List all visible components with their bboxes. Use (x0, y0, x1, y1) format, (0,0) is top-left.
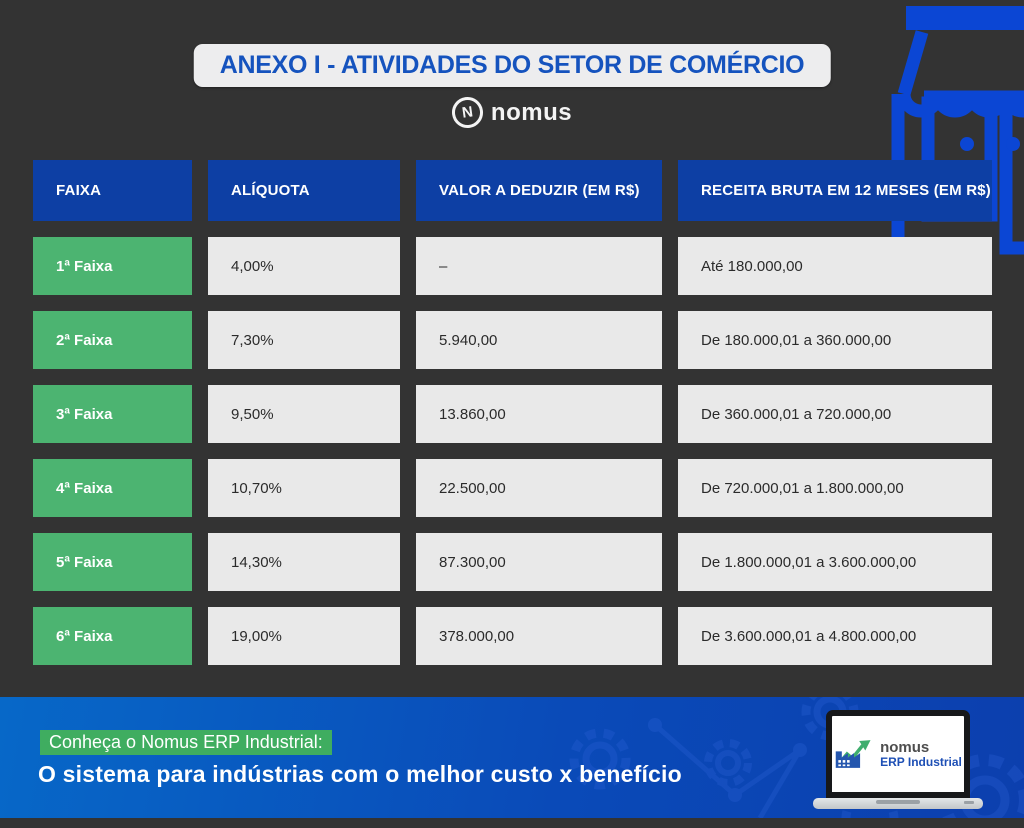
cell-aliquota: 7,30% (208, 311, 400, 369)
column-header-valor-deduzir: VALOR A DEDUZIR (EM R$) (416, 160, 662, 221)
cell-valor-deduzir: 13.860,00 (416, 385, 662, 443)
cell-aliquota: 9,50% (208, 385, 400, 443)
cell-valor-deduzir: 378.000,00 (416, 607, 662, 665)
laptop-screen-brand: nomus (880, 738, 930, 756)
cell-receita-bruta: De 720.000,01 a 1.800.000,00 (678, 459, 992, 517)
laptop-illustration: nomus ERP Industrial (813, 710, 983, 809)
laptop-base (813, 798, 983, 809)
column-header-aliquota: ALÍQUOTA (208, 160, 400, 221)
nomus-factory-arrow-icon (835, 740, 871, 768)
row-label: 2ª Faixa (33, 311, 192, 369)
row-label: 3ª Faixa (33, 385, 192, 443)
row-label: 6ª Faixa (33, 607, 192, 665)
nomus-logo: N nomus (0, 94, 1024, 131)
cell-receita-bruta: De 3.600.000,01 a 4.800.000,00 (678, 607, 992, 665)
column-header-faixa: FAIXA (33, 160, 192, 221)
cell-valor-deduzir: 22.500,00 (416, 459, 662, 517)
cell-valor-deduzir: – (416, 237, 662, 295)
laptop-screen: nomus ERP Industrial (826, 710, 970, 798)
row-label: 4ª Faixa (33, 459, 192, 517)
laptop-notch (876, 800, 920, 804)
nomus-n-icon: N (449, 94, 485, 131)
cell-aliquota: 10,70% (208, 459, 400, 517)
nomus-wordmark: nomus (490, 98, 573, 126)
row-label: 1ª Faixa (33, 237, 192, 295)
footer-headline: O sistema para indústrias com o melhor c… (38, 761, 682, 787)
row-label: 5ª Faixa (33, 533, 192, 591)
column-header-receita-bruta: RECEITA BRUTA EM 12 MESES (EM R$) (678, 160, 992, 221)
footer-highlight-label: Conheça o Nomus ERP Industrial: (40, 730, 332, 755)
cell-valor-deduzir: 87.300,00 (416, 533, 662, 591)
cell-receita-bruta: De 360.000,01 a 720.000,00 (678, 385, 992, 443)
page-title: ANEXO I - ATIVIDADES DO SETOR DE COMÉRCI… (219, 51, 805, 79)
laptop-screen-product: ERP Industrial (880, 754, 962, 769)
cell-receita-bruta: De 1.800.000,01 a 3.600.000,00 (678, 533, 992, 591)
cell-aliquota: 4,00% (208, 237, 400, 295)
cell-valor-deduzir: 5.940,00 (416, 311, 662, 369)
cell-receita-bruta: Até 180.000,00 (678, 237, 992, 295)
cell-receita-bruta: De 180.000,01 a 360.000,00 (678, 311, 992, 369)
title-banner: ANEXO I - ATIVIDADES DO SETOR DE COMÉRCI… (193, 44, 831, 87)
laptop-power-light (964, 801, 974, 804)
nomus-n-letter: N (460, 103, 474, 122)
tax-brackets-table: FAIXA ALÍQUOTA VALOR A DEDUZIR (EM R$) R… (33, 160, 992, 665)
cell-aliquota: 14,30% (208, 533, 400, 591)
cell-aliquota: 19,00% (208, 607, 400, 665)
